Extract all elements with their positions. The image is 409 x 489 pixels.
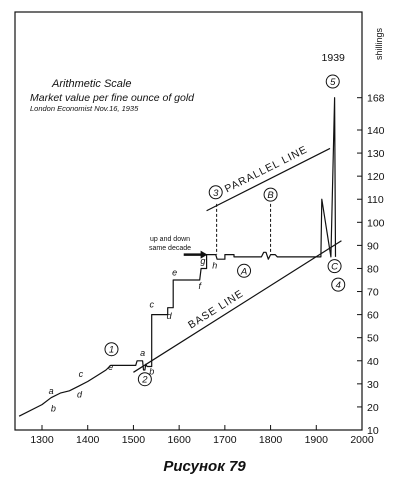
parallel-line	[206, 147, 331, 212]
y-tick-label: 110	[367, 194, 384, 206]
y-tick-label: 40	[367, 356, 379, 368]
chart-subtitle: Market value per fine ounce of gold	[30, 92, 195, 104]
point-label: d	[77, 390, 83, 400]
y-axis-label: shillings	[374, 27, 384, 60]
point-label: e	[172, 267, 177, 277]
y-tick-label: 90	[367, 240, 379, 252]
y-tick-label: 140	[367, 125, 385, 137]
circled-label-ring	[208, 185, 223, 200]
y-tick-label: 80	[367, 263, 379, 275]
circled-label-text: C	[331, 262, 338, 273]
point-label: e	[108, 362, 113, 372]
plot-area-frame	[14, 11, 363, 431]
year-annotation: 1939	[322, 52, 346, 64]
point-label: a	[140, 348, 145, 358]
chart-title: Arithmetic Scale	[51, 78, 131, 90]
arrow-note: up and down	[150, 236, 190, 243]
y-tick-label: 120	[367, 171, 385, 183]
circled-label-ring	[104, 342, 119, 357]
x-tick-label: 1600	[167, 434, 191, 446]
x-axis-ticks: 1300 1400 1500 1600 1700 1800 1900 2000	[30, 425, 374, 446]
x-tick-label: 1400	[76, 434, 100, 446]
circled-label-ring	[325, 74, 340, 89]
x-tick-label: 1300	[30, 434, 54, 446]
point-label: b	[149, 367, 154, 377]
point-label: f	[198, 281, 202, 291]
x-tick-label: 1700	[213, 434, 237, 446]
x-tick-label: 2000	[350, 434, 374, 446]
circled-label-ring	[331, 277, 346, 292]
y-tick-label: 100	[367, 217, 385, 229]
y-tick-label: 50	[367, 333, 379, 345]
chart-source: London Economist Nov.16, 1935	[30, 104, 139, 113]
y-tick-label: 30	[367, 379, 379, 391]
point-label: c	[149, 300, 154, 310]
y-tick-label: 130	[367, 148, 385, 160]
x-tick-label: 1500	[122, 434, 146, 446]
figure-caption: Рисунок 79	[163, 458, 246, 475]
parallel-line-label: PARALLEL LINE	[223, 144, 310, 196]
point-label: h	[212, 260, 217, 270]
circled-label-ring	[263, 187, 278, 202]
y-tick-label: 20	[367, 402, 379, 414]
base-line-label: BASE LINE	[186, 287, 246, 331]
point-label: a	[49, 386, 54, 396]
circled-label-text: 5	[330, 77, 336, 88]
arrow-note: same decade	[149, 245, 191, 252]
gold-price-line	[18, 97, 337, 417]
y-tick-label: 10	[367, 425, 379, 437]
x-tick-label: 1900	[305, 434, 329, 446]
circled-label-text: 1	[109, 345, 114, 356]
circled-label-text: 3	[213, 188, 219, 199]
circled-label-ring	[327, 259, 342, 274]
y-tick-label: 60	[367, 310, 379, 322]
point-label: d	[167, 311, 173, 321]
circled-label-ring	[237, 263, 252, 278]
circled-label-text: A	[240, 266, 247, 277]
point-label: g	[200, 256, 205, 266]
circled-label-text: B	[267, 190, 274, 201]
y-tick-label: 70	[367, 287, 379, 299]
y-tick-label: 168	[367, 93, 385, 105]
x-tick-label: 1800	[259, 434, 283, 446]
note-arrow-head	[200, 250, 208, 259]
y-axis-ticks: 10 20 30 40 50 60 70 80 90 100 110 120 130 140 168	[357, 93, 385, 437]
circled-label-text: 4	[336, 280, 341, 291]
point-label: c	[79, 369, 84, 379]
point-label: b	[51, 404, 56, 414]
circled-label-ring	[137, 372, 152, 387]
circled-label-text: 2	[141, 375, 148, 386]
base-line	[133, 240, 342, 373]
